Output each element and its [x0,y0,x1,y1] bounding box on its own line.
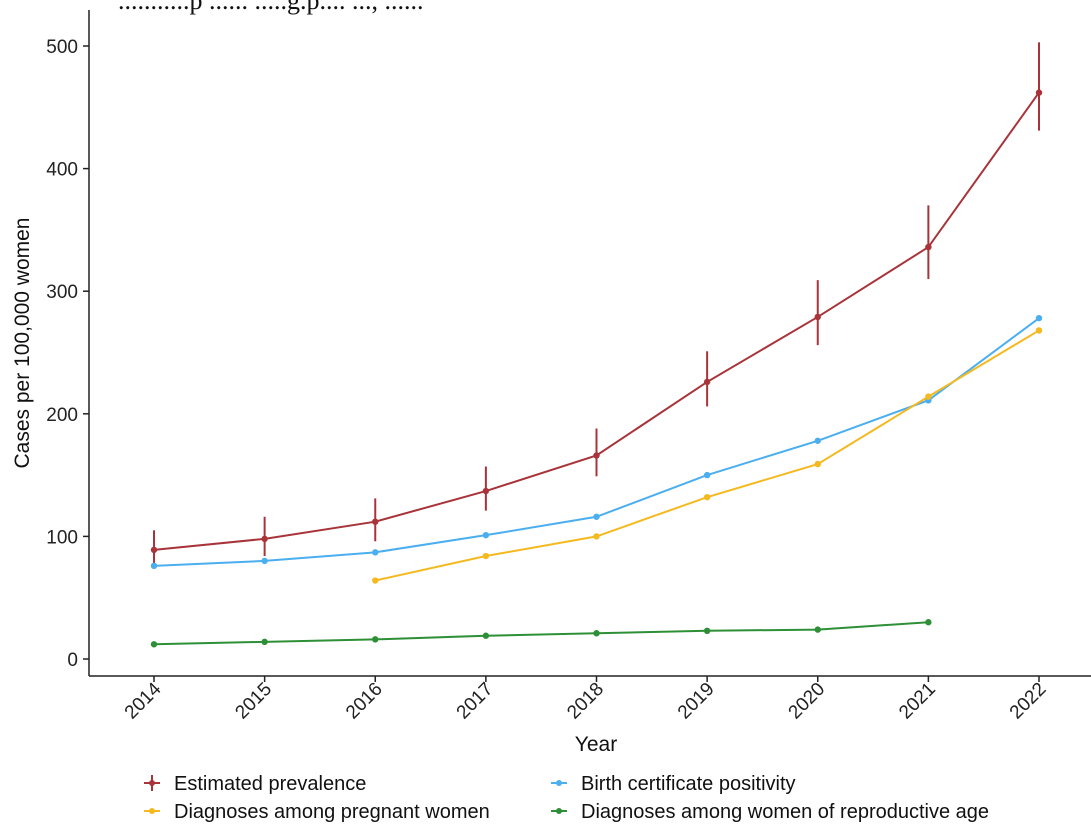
data-point [150,641,158,648]
series-1 [150,42,1043,566]
legend-key-point [556,780,562,786]
y-tick-label: 200 [46,405,78,426]
axes [88,10,1091,677]
data-point [372,549,379,556]
x-tick-label: 2020 [785,679,830,724]
data-point [814,460,821,468]
data-point [925,243,932,251]
data-point [372,636,379,643]
data-point [261,557,268,565]
legend-label: Diagnoses among pregnant women [174,801,490,823]
data-point [925,393,932,400]
data-point [150,546,158,554]
data-point [814,626,821,633]
series-layer [150,42,1043,648]
data-point [482,487,490,495]
x-tick-label: 2021 [895,679,940,724]
x-tick-label: 2014 [121,678,166,723]
legend-label: Diagnoses among women of reproductive ag… [581,801,989,823]
data-point [482,632,490,639]
data-point [482,552,490,560]
y-tick-label: 300 [46,282,78,303]
series-4 [150,619,932,648]
data-point [703,471,711,479]
y-axis-title: Cases per 100,000 women [11,218,34,469]
data-point [814,313,821,321]
partial-header-text: ...........p ...... .....g.p.... ..., ..… [118,0,424,15]
legend-item: Estimated prevalence [144,773,366,795]
data-point [372,577,379,584]
data-point [261,535,268,543]
y-tick-label: 400 [46,160,78,181]
data-point [1035,327,1043,334]
x-tick-label: 2015 [231,679,276,724]
x-tick-label: 2019 [674,679,719,724]
data-point [1035,89,1043,96]
data-point [593,533,600,540]
data-point [703,378,711,386]
legend-key-point [149,780,155,786]
y-tick-label: 500 [46,37,78,58]
data-point [703,493,711,501]
x-tick-label: 2022 [1006,679,1051,724]
legend-key-point [556,808,562,814]
series-3 [372,327,1043,584]
legend-item: Diagnoses among pregnant women [144,801,490,823]
data-point [1035,314,1043,322]
data-point [150,562,158,570]
x-tick-label: 2017 [453,679,498,724]
data-point [593,513,600,520]
x-tick-label: 2016 [342,679,387,724]
legend-key-point [149,808,155,814]
legend-item: Birth certificate positivity [551,773,796,795]
legend-label: Birth certificate positivity [581,773,796,795]
data-point [703,627,711,635]
data-point [814,437,821,444]
data-point [593,630,600,637]
legend-label: Estimated prevalence [174,773,366,795]
data-point [925,619,932,626]
data-point [261,638,268,646]
data-point [482,531,490,539]
data-point [372,518,379,525]
series-line [153,621,929,646]
y-tick-label: 100 [46,527,78,548]
x-tick-label: 2018 [563,679,608,724]
y-tick-label: 0 [67,650,78,671]
legend-item: Diagnoses among women of reproductive ag… [551,801,989,823]
y-ticks: 0 100 200 300 400 500 [46,37,89,671]
legend: Estimated prevalence Birth certificate po… [144,773,989,823]
series-line [153,92,1040,551]
x-axis-title: Year [575,733,617,756]
data-point [593,452,600,459]
x-ticks: 2014 2015 2016 2017 2018 2019 2020 2021 2022 [121,676,1051,723]
